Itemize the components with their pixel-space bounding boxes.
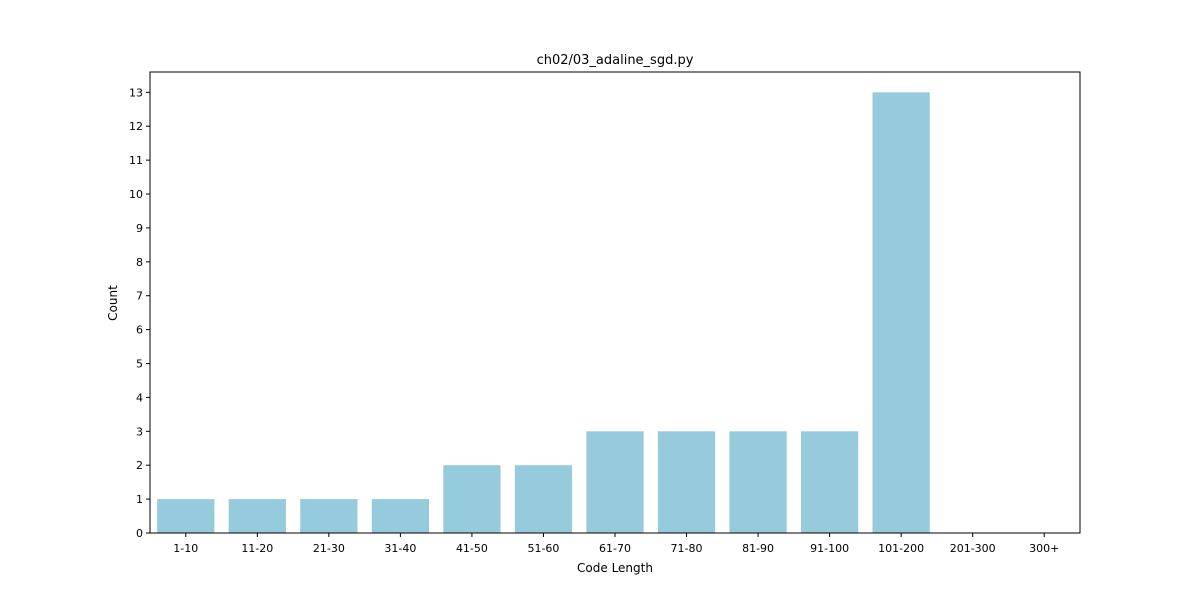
bar-1-10: [157, 499, 215, 533]
bar-31-40: [371, 499, 429, 533]
bar-11-20: [228, 499, 286, 533]
y-tick-label: 5: [136, 358, 143, 371]
bars-group: [157, 92, 930, 533]
bar-101-200: [872, 92, 930, 533]
x-tick-label: 41-50: [456, 542, 488, 555]
x-tick-label: 11-20: [241, 542, 273, 555]
y-tick-label: 12: [129, 120, 143, 133]
x-tick-label: 21-30: [313, 542, 345, 555]
x-tick-label: 51-60: [527, 542, 559, 555]
plot-frame: [149, 71, 1081, 534]
bar-71-80: [657, 431, 716, 533]
y-tick-label: 8: [136, 256, 143, 269]
chart-title: ch02/03_adaline_sgd.py: [537, 53, 694, 68]
bar-41-50: [443, 465, 501, 533]
x-tick-label: 61-70: [599, 542, 631, 555]
y-tick-label: 1: [136, 493, 143, 506]
y-tick-label: 7: [136, 290, 143, 303]
y-tick-label: 4: [136, 391, 143, 404]
y-tick-label: 11: [129, 154, 143, 167]
y-tick-label: 9: [136, 222, 143, 235]
x-tick-label: 201-300: [950, 542, 996, 555]
x-tick-label: 81-90: [742, 542, 774, 555]
y-tick-label: 10: [129, 188, 143, 201]
x-tick-label: 91-100: [810, 542, 849, 555]
y-tick-label: 2: [136, 459, 143, 472]
bar-61-70: [586, 431, 644, 533]
x-tick-label: 101-200: [878, 542, 924, 555]
bar-21-30: [300, 499, 358, 533]
y-tick-label: 3: [136, 425, 143, 438]
x-tick-label: 300+: [1029, 542, 1059, 555]
x-tick-label: 71-80: [671, 542, 703, 555]
y-tick-label: 0: [136, 527, 143, 540]
x-tick-label: 1-10: [173, 542, 198, 555]
y-tick-label: 13: [129, 86, 143, 99]
bar-51-60: [514, 465, 573, 533]
x-axis: 1-10 11-20 21-30 31-40 41-50 51-60 61-70 71-80 8…: [173, 533, 1059, 555]
bar-91-100: [801, 431, 859, 533]
x-tick-label: 31-40: [384, 542, 416, 555]
bar-81-90: [729, 431, 787, 533]
y-axis-label: Count: [106, 285, 120, 321]
x-axis-label: Code Length: [577, 561, 653, 575]
y-tick-label: 6: [136, 324, 143, 337]
